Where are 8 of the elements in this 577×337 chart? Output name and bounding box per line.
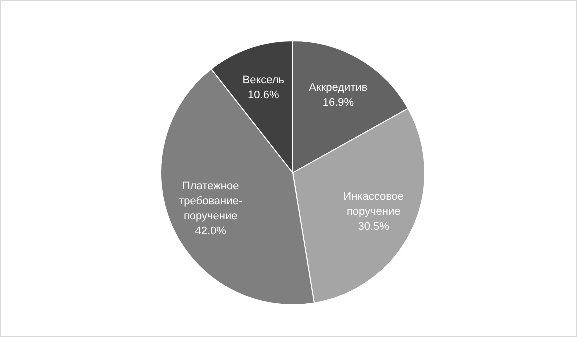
data-label: 16.9% (322, 97, 354, 110)
data-label: 42.0% (195, 226, 227, 238)
data-label: 10.6% (248, 90, 280, 102)
slice-label: Аккредитив (309, 82, 368, 94)
slice-label: Платежное требование-поручение (179, 180, 243, 223)
slice-label: Вексель (242, 74, 285, 87)
slice-label: Инкассовое поручение (344, 190, 404, 218)
data-label: 30.5% (358, 220, 390, 233)
